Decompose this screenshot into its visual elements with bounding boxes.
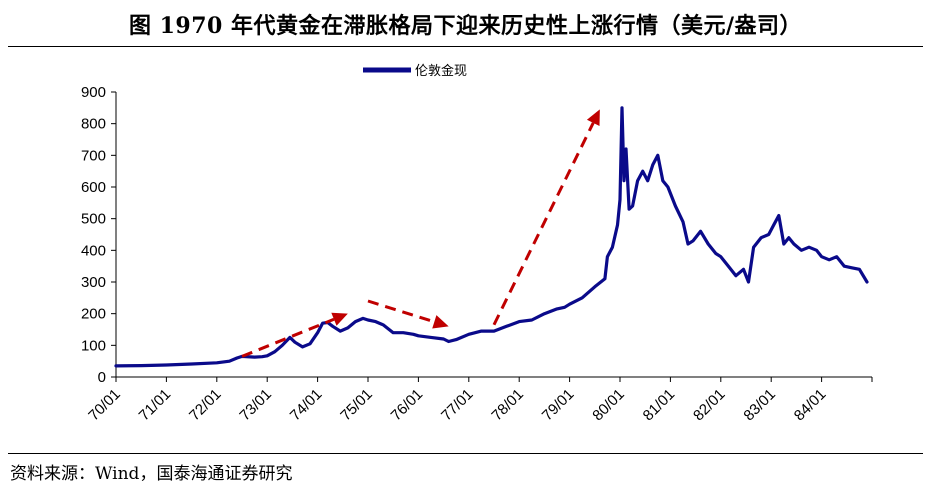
y-tick-label: 100 — [81, 337, 106, 354]
y-tick-label: 700 — [81, 147, 106, 164]
trend-arrow-shaft — [367, 299, 435, 324]
x-tick-label: 81/01 — [640, 386, 679, 425]
trend-arrow-head — [331, 312, 348, 326]
source-note: 资料来源：Wind，国泰海通证券研究 — [10, 464, 293, 484]
x-tick-label: 80/01 — [589, 386, 628, 425]
series-line-gold — [114, 106, 869, 368]
x-tick-label: 79/01 — [539, 386, 578, 425]
y-tick-label: 300 — [81, 274, 106, 291]
title-rule — [8, 46, 923, 47]
y-tick-label: 400 — [81, 242, 106, 259]
trend-arrow-head — [586, 109, 600, 126]
series-layer — [114, 106, 869, 368]
x-tick-label: 76/01 — [388, 386, 427, 425]
y-tick-label: 900 — [81, 84, 106, 101]
trend-arrow-shaft — [241, 317, 335, 358]
x-tick-label: 77/01 — [438, 386, 477, 425]
trend-arrow-head — [432, 315, 449, 329]
x-tick-label: 73/01 — [236, 386, 275, 425]
legend: 伦敦金现 — [363, 63, 467, 79]
x-tick-label: 74/01 — [287, 386, 326, 425]
x-tick-label: 71/01 — [136, 386, 175, 425]
x-tick-label: 84/01 — [791, 386, 830, 425]
y-tick-label: 200 — [81, 306, 106, 323]
x-tick-label: 70/01 — [85, 386, 124, 425]
annotation-arrows — [241, 109, 600, 358]
y-tick-label: 500 — [81, 211, 106, 228]
x-tick-label: 75/01 — [337, 386, 376, 425]
y-tick-label: 600 — [81, 179, 106, 196]
x-tick-label: 72/01 — [186, 386, 225, 425]
x-axis: 70/01 71/01 72/01 73/01 74/01 75/01 76/01 77/01… — [85, 376, 873, 425]
x-tick-label: 82/01 — [690, 386, 729, 425]
chart-title: 图 1970 年代黄金在滞胀格局下迎来历史性上涨行情（美元/盎司） — [128, 13, 803, 39]
trend-arrow-shaft — [492, 122, 595, 326]
x-tick-label: 83/01 — [740, 386, 779, 425]
y-tick-label: 0 — [98, 369, 106, 386]
legend-label: 伦敦金现 — [415, 63, 467, 79]
y-axis: 0 100 200 300 400 500 600 700 800 900 — [81, 84, 117, 386]
x-tick-label: 78/01 — [488, 386, 527, 425]
source-rule — [8, 453, 923, 454]
y-tick-label: 800 — [81, 116, 106, 133]
